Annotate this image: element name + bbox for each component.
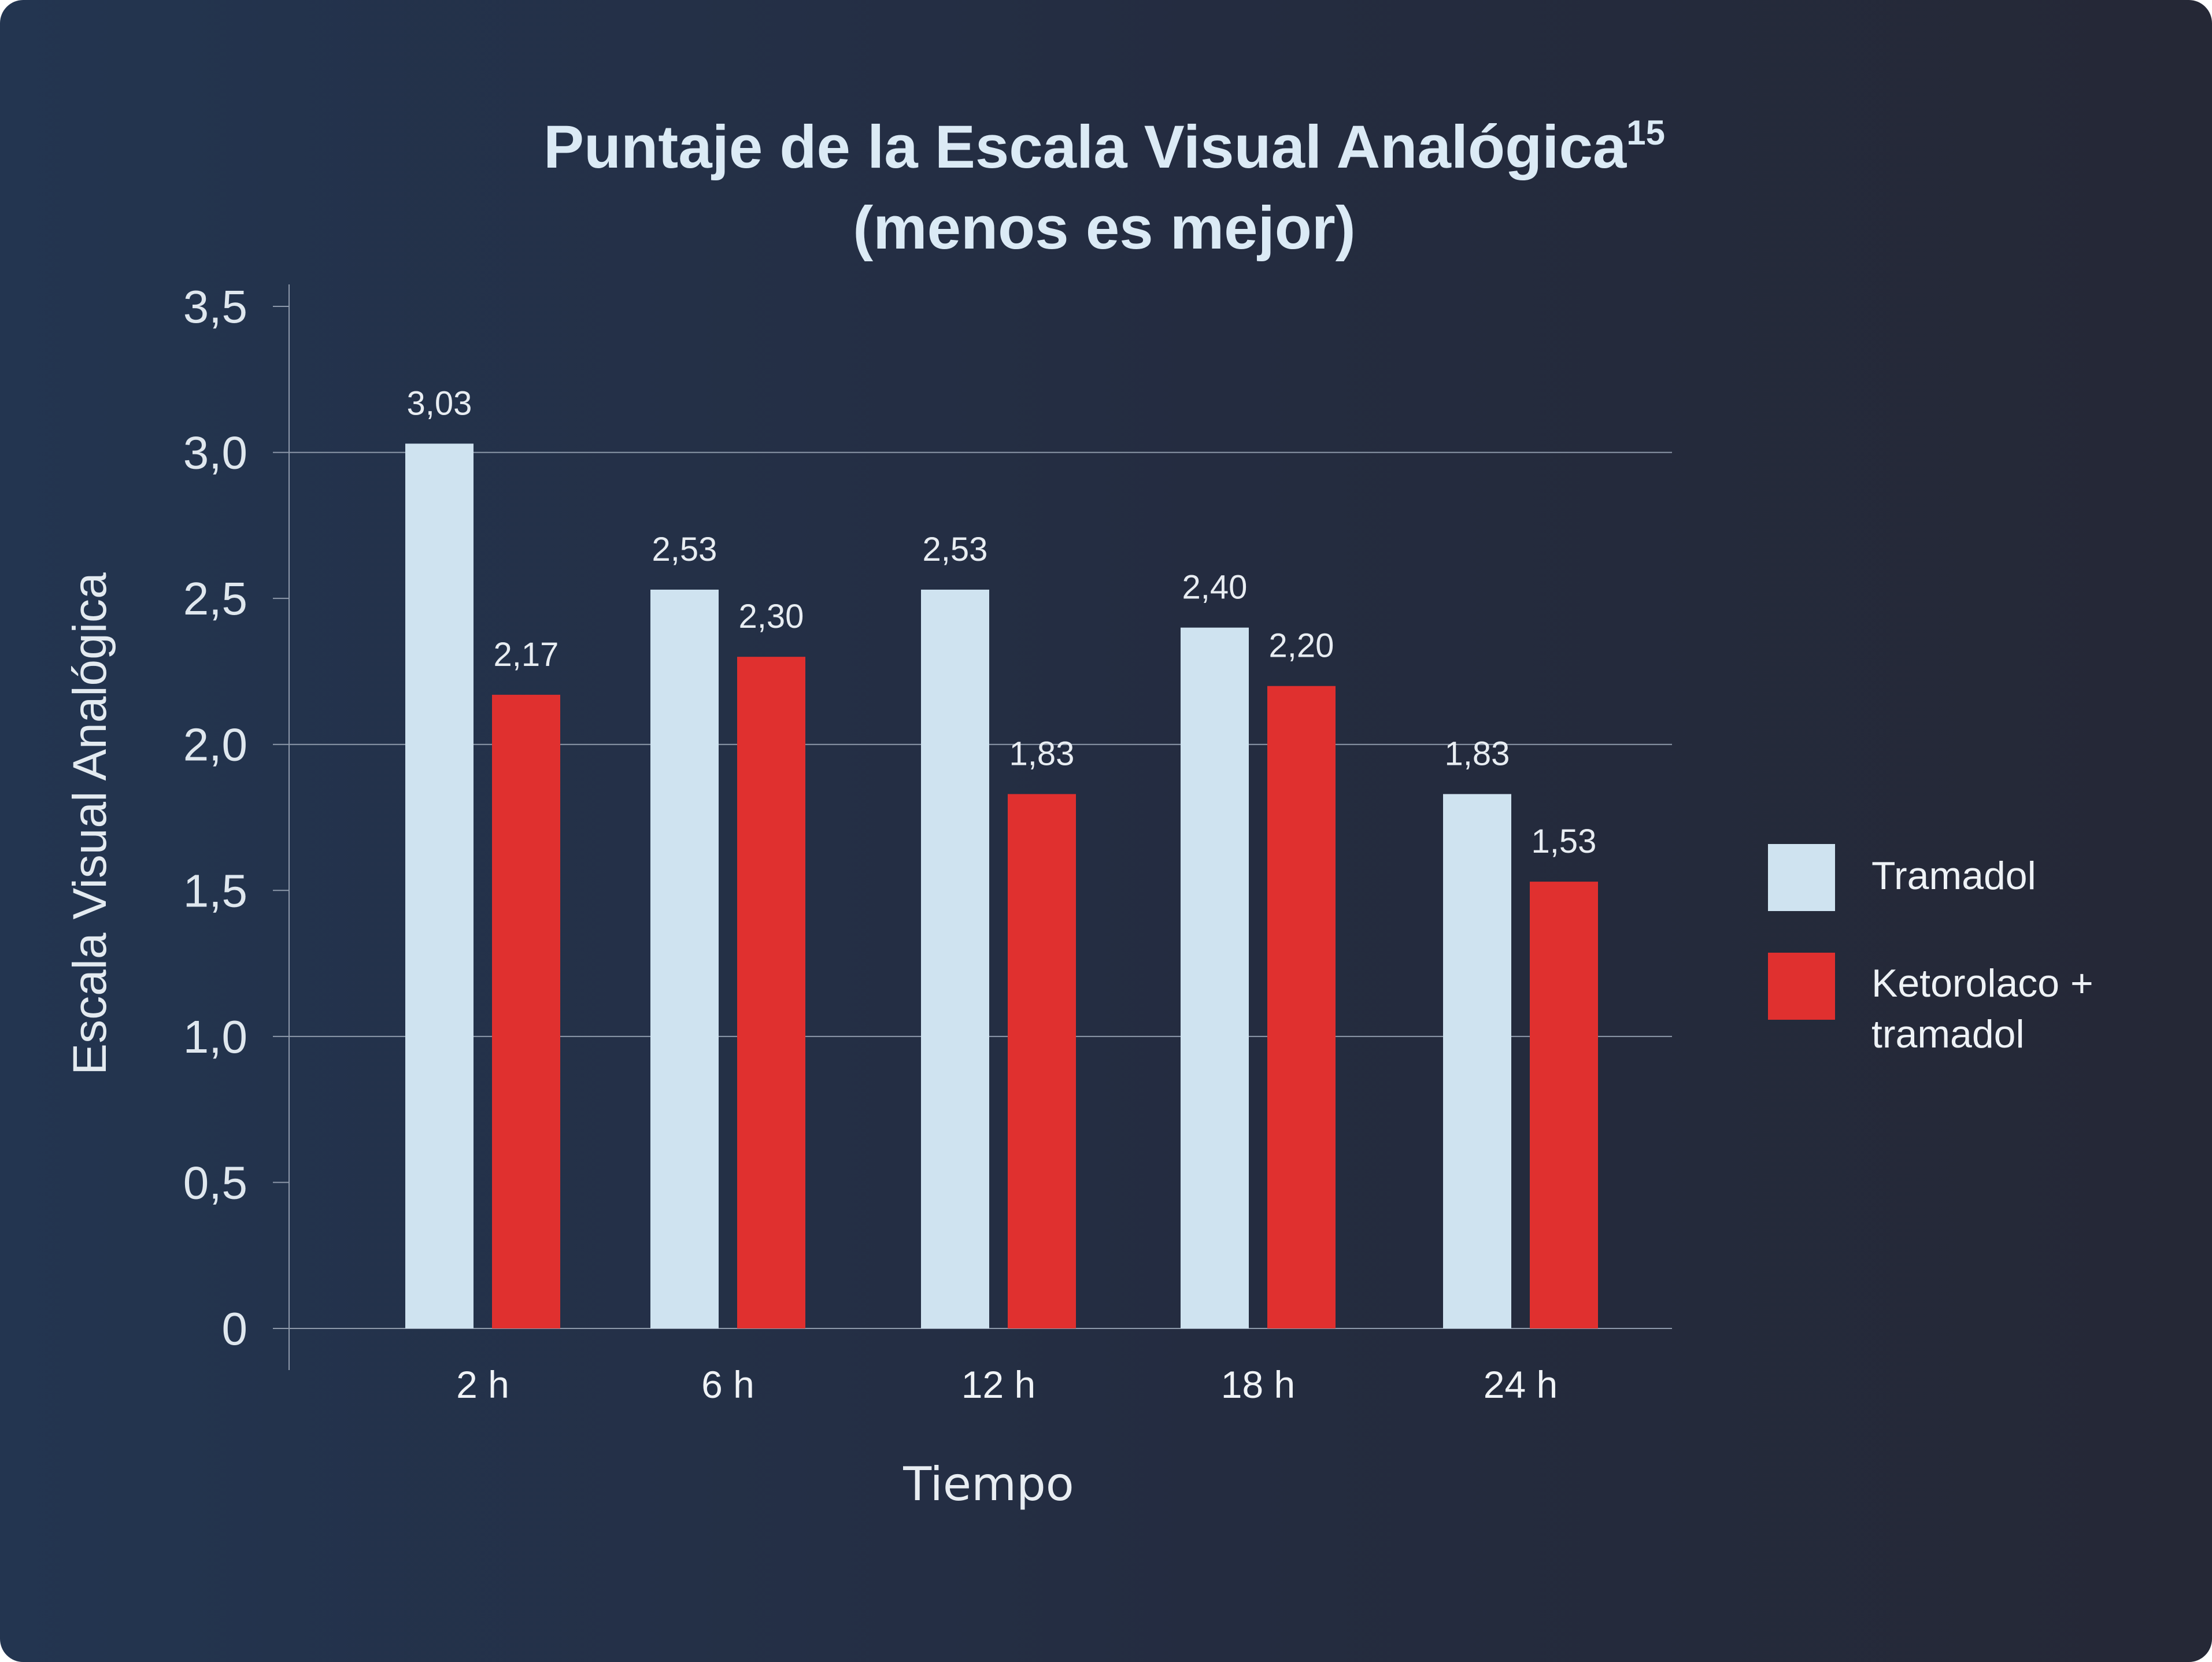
bar-tramadol (1443, 794, 1511, 1328)
axis-layer: 0 0,5 1,0 1,5 2,0 2,5 3,0 3,5 (183, 281, 290, 1370)
legend-swatch-ketorolaco-tramadol (1768, 953, 1835, 1020)
y-axis-label: Escala Visual Analógica (64, 572, 116, 1075)
data-label: 2,53 (652, 531, 717, 568)
chart-title-line1: Puntaje de la Escala Visual Analógica15 (543, 113, 1665, 181)
bar-layer (405, 443, 1598, 1329)
legend-label-line2: tramadol (1871, 1012, 2025, 1056)
legend-label-tramadol: Tramadol (1871, 854, 2036, 898)
legend-label-ketorolaco-tramadol: Ketorolaco + tramadol (1871, 961, 2104, 1056)
data-label: 2,20 (1269, 627, 1334, 665)
data-label: 2,30 (739, 598, 804, 635)
bar-ketorolaco-tramadol (1530, 882, 1598, 1328)
data-label: 2,53 (923, 531, 988, 568)
legend-swatch-tramadol (1768, 844, 1835, 911)
data-label: 2,17 (494, 636, 559, 673)
bar-ketorolaco-tramadol (492, 694, 560, 1328)
label-layer: 3,03 2,53 2,53 2,40 1,83 2,17 2,30 1,83 2,20 1,53… (407, 384, 1597, 1406)
chart-title-superscript: 15 (1626, 113, 1665, 152)
data-label: 2,40 (1182, 569, 1248, 606)
x-tick-label: 6 h (701, 1363, 754, 1406)
bar-ketorolaco-tramadol (1267, 686, 1336, 1328)
data-label: 1,83 (1009, 735, 1075, 773)
bar-tramadol (405, 443, 474, 1328)
y-tick-label: 2,0 (183, 719, 247, 771)
bar-ketorolaco-tramadol (1008, 794, 1076, 1328)
chart-title-line2: (menos es mejor) (853, 194, 1355, 262)
chart-title-text: Puntaje de la Escala Visual Analógica (543, 113, 1627, 181)
data-label: 1,83 (1445, 735, 1510, 773)
x-tick-label: 2 h (456, 1363, 509, 1406)
y-tick-label: 0 (222, 1303, 248, 1354)
y-tick-label: 1,0 (183, 1011, 247, 1063)
y-tick-label: 2,5 (183, 573, 247, 624)
bar-tramadol (650, 589, 719, 1329)
data-label: 1,53 (1532, 823, 1597, 860)
y-tick-label: 3,5 (183, 281, 247, 332)
y-tick-label: 3,0 (183, 427, 247, 479)
x-axis-label: Tiempo (902, 1457, 1074, 1511)
x-tick-label: 12 h (961, 1363, 1035, 1406)
bar-tramadol (921, 589, 989, 1329)
x-tick-label: 24 h (1484, 1363, 1558, 1406)
y-tick-label: 0,5 (183, 1157, 247, 1208)
bar-tramadol (1181, 627, 1249, 1328)
bar-ketorolaco-tramadol (737, 657, 805, 1328)
legend-label-line1: Ketorolaco + (1871, 961, 2093, 1005)
data-label: 3,03 (407, 384, 472, 422)
legend: Tramadol Ketorolaco + tramadol (1768, 844, 2104, 1056)
y-tick-label: 1,5 (183, 865, 247, 916)
x-tick-label: 18 h (1221, 1363, 1295, 1406)
